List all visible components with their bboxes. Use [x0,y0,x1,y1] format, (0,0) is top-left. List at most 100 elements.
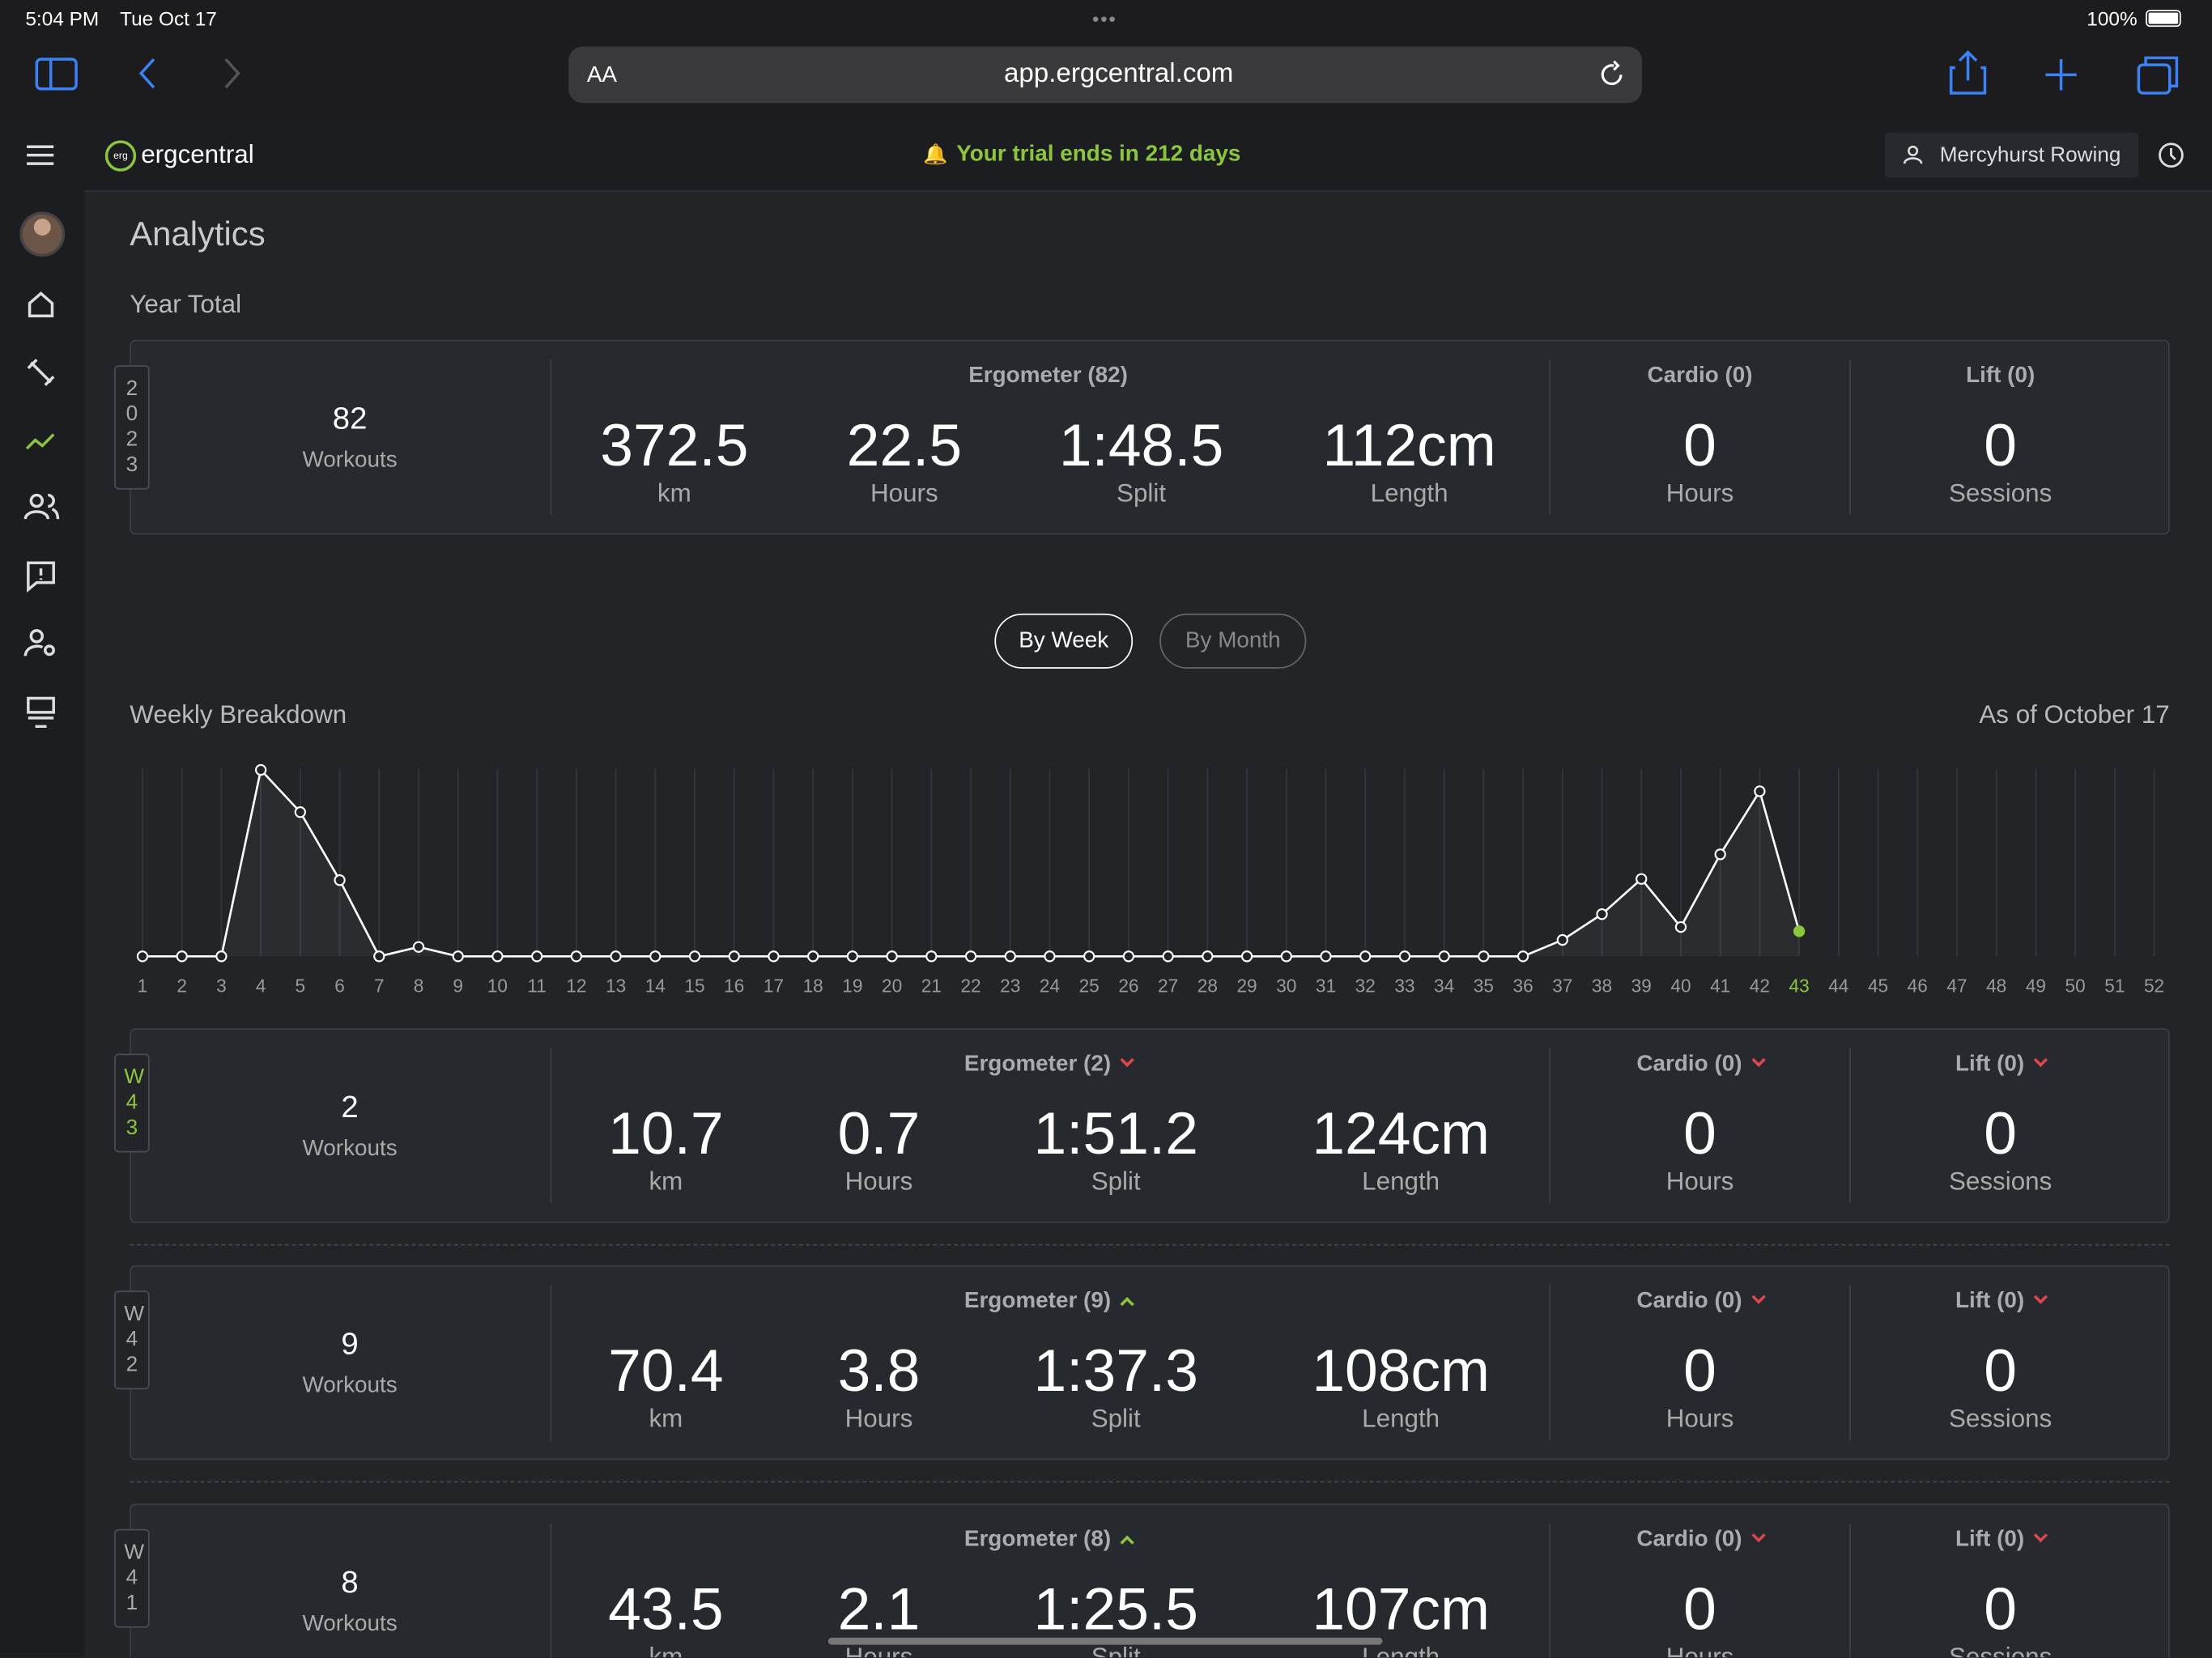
logo-badge: erg [113,151,128,162]
nav-team[interactable] [29,493,45,508]
menu-button[interactable] [27,145,54,165]
point [570,950,583,963]
trend-up[interactable] [1120,1535,1134,1550]
group-title-text: Cardio (0) [1636,1052,1742,1077]
group-title: Cardio (0) [1647,364,1752,389]
x-tick-label: 46 [1908,976,1928,997]
nav-feedback[interactable] [27,561,55,593]
trend-down[interactable] [1750,1052,1766,1067]
x-tick-label: 48 [1986,976,2006,997]
new-tab-button[interactable] [2045,59,2077,91]
trend-down[interactable] [2033,1052,2048,1067]
point [1004,950,1016,963]
point [1202,950,1214,963]
tabs-button[interactable] [2137,63,2172,95]
point [964,950,977,963]
x-tick-label: 43 [1789,976,1810,997]
point [176,950,188,963]
toggle-by-month[interactable] [1159,613,1307,669]
trend-down[interactable] [2033,1528,2048,1543]
trend-down[interactable] [2033,1290,2048,1304]
logo-icon [104,140,137,172]
workouts-count: 9 [341,1325,359,1362]
point [1083,950,1095,963]
point [807,950,819,963]
stat-value: 107cm [1312,1575,1490,1643]
nav-home[interactable] [28,291,54,318]
address-bar[interactable] [568,46,1643,104]
stat-value: 0 [1984,1575,2017,1643]
point [886,950,898,963]
forward-button[interactable] [224,58,240,89]
x-tick-label: 11 [527,976,547,997]
section-heading: Weekly Breakdown [130,700,347,729]
share-button[interactable] [1949,50,1987,95]
toggle-label: By Week [1019,629,1109,653]
stat-label: Split [1091,1404,1141,1433]
trend-down[interactable] [1750,1528,1766,1543]
x-tick-label: 38 [1592,976,1612,997]
x-tick-label: 42 [1750,976,1770,997]
back-button[interactable] [138,58,155,89]
group-title: Lift (0) [1955,1290,2048,1315]
x-tick-label: 18 [803,976,823,997]
x-tick-label: 27 [1158,976,1178,997]
workouts-count: 8 [341,1564,359,1600]
toggle-by-week[interactable] [994,613,1134,669]
logo[interactable]: ergcentral [141,140,254,169]
stat-label: Sessions [1949,1167,2052,1196]
nav-workouts[interactable] [27,359,55,386]
x-tick-label: 17 [764,976,784,997]
divider [550,359,552,515]
stat-value: 10.7 [608,1100,724,1167]
stat-value: 3.8 [837,1337,921,1404]
stat-label: km [649,1167,683,1196]
stat-value: 70.4 [608,1337,724,1404]
battery-icon [2146,10,2181,28]
nav-billing[interactable] [27,696,55,729]
x-tick-label: 30 [1276,976,1296,997]
workouts-label: Workouts [302,1137,398,1161]
multitask-dots[interactable]: ••• [1091,6,1117,30]
workouts-label: Workouts [302,1612,398,1637]
stat-label: Length [1362,1404,1440,1433]
x-tick-label: 10 [487,976,508,997]
stat-value: 2.1 [837,1575,921,1643]
text-size-button[interactable]: AA [586,63,618,88]
separator [130,1481,2170,1483]
stat-label: Hours [1665,1167,1734,1196]
nav-settings[interactable] [29,629,45,644]
point [491,950,504,963]
reload-button[interactable] [1597,59,1627,90]
stat-label: Hours [1665,478,1734,508]
group-title: Ergometer (2) [964,1052,1134,1078]
stat-value: 372.5 [600,411,749,478]
x-tick-label: 35 [1474,976,1494,997]
stat-label: km [657,478,691,508]
x-tick-label: 13 [606,976,626,997]
point [412,941,425,953]
trend-down[interactable] [1120,1052,1134,1067]
group-title: Cardio (0) [1636,1527,1766,1553]
x-tick-label: 24 [1040,976,1060,997]
trend-up[interactable] [1120,1297,1134,1312]
sidebar-button[interactable] [35,57,78,91]
point [1359,950,1372,963]
divider [1549,359,1551,515]
point [334,874,346,886]
trend-down[interactable] [1750,1290,1766,1304]
sync-button[interactable] [2157,141,2185,169]
divider [1549,1523,1551,1658]
x-tick-label: 15 [684,976,704,997]
point [254,763,267,776]
x-tick-label: 31 [1316,976,1336,997]
team-name: Mercyhurst Rowing [1939,142,2121,168]
period-tag: W41 [114,1528,150,1628]
nav-analytics[interactable] [25,433,55,450]
battery-level: 100% [2087,6,2138,30]
team-button[interactable] [1884,132,2139,178]
x-tick-label: 52 [2144,976,2164,997]
stat-value: 0 [1683,1575,1716,1643]
point [728,950,740,963]
group-title-text: Cardio (0) [1636,1527,1742,1552]
